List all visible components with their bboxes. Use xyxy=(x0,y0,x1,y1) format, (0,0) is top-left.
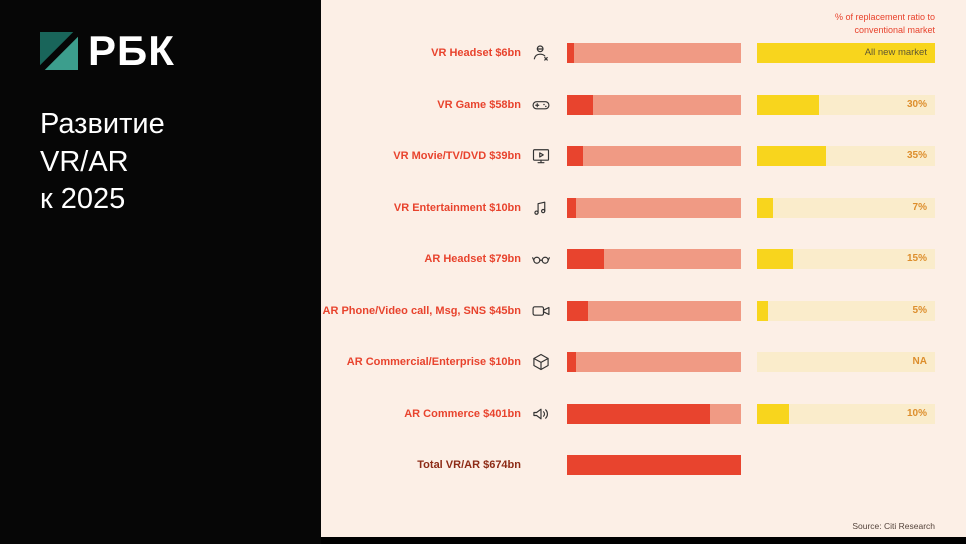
right-bar-label: NA xyxy=(912,356,927,367)
left-bar-fill xyxy=(567,404,710,424)
right-bar-label: All new market xyxy=(864,47,927,58)
right-bar-fill xyxy=(757,43,935,63)
slide-title: Развитие VR/AR к 2025 xyxy=(40,106,165,219)
value-bar xyxy=(567,455,741,475)
right-bar: 10% xyxy=(757,404,935,424)
row-label: VR Headset $6bn xyxy=(431,47,521,59)
right-bar-label: 10% xyxy=(906,408,927,419)
left-panel: РБК Развитие VR/AR к 2025 xyxy=(0,0,321,544)
right-bar-fill xyxy=(757,301,768,321)
row-label: AR Phone/Video call, Msg, SNS $45bn xyxy=(322,305,521,317)
right-bar-fill xyxy=(757,198,774,218)
row-label: VR Movie/TV/DVD $39bn xyxy=(393,150,521,162)
value-bar xyxy=(567,404,741,424)
value-bar xyxy=(567,198,741,218)
right-bar-fill xyxy=(757,404,790,424)
right-bar-fill xyxy=(757,146,827,166)
left-bar-fill xyxy=(567,455,741,475)
chart-row: VR Movie/TV/DVD $39bn 35% xyxy=(321,146,966,166)
right-bar: All new market xyxy=(757,43,935,63)
right-bar: 30% xyxy=(757,95,935,115)
chart-row: VR Game $58bn 30% xyxy=(321,95,966,115)
row-label: AR Headset $79bn xyxy=(424,253,521,265)
left-bar-fill xyxy=(567,95,594,115)
chart-row: AR Phone/Video call, Msg, SNS $45bn 5% xyxy=(321,301,966,321)
slide-title-line1: Развитие xyxy=(40,108,165,140)
chart-row: AR Commerce $401bn 10% xyxy=(321,404,966,424)
rbc-logo-mark xyxy=(40,32,78,70)
chart-row: VR Headset $6bn All new market xyxy=(321,43,966,63)
left-bar-fill xyxy=(567,198,576,218)
right-bar-label: 5% xyxy=(912,305,927,316)
source-note: Source: Citi Research xyxy=(852,521,935,531)
left-bar-fill xyxy=(567,352,576,372)
right-bar-label: 35% xyxy=(906,150,927,161)
value-bar xyxy=(567,249,741,269)
right-bar-fill xyxy=(757,95,820,115)
row-label: VR Entertainment $10bn xyxy=(393,202,521,214)
right-bar-label: 15% xyxy=(906,253,927,264)
right-bar: 5% xyxy=(757,301,935,321)
chart-row: VR Entertainment $10bn 7% xyxy=(321,198,966,218)
gamepad-icon xyxy=(527,95,555,115)
right-bar: 15% xyxy=(757,249,935,269)
megaphone-icon xyxy=(527,404,555,424)
left-bar-fill xyxy=(567,146,583,166)
left-bar-fill xyxy=(567,43,574,63)
chart-row: AR Headset $79bn 15% xyxy=(321,249,966,269)
row-label: Total VR/AR $674bn xyxy=(417,459,521,471)
row-label: VR Game $58bn xyxy=(437,99,521,111)
music-notes-icon xyxy=(527,198,555,218)
right-bar: NA xyxy=(757,352,935,372)
rbc-logo-text: РБК xyxy=(88,27,175,74)
rbc-logo: РБК xyxy=(40,27,175,74)
glasses-icon xyxy=(527,249,555,269)
note-line1: % of replacement ratio to xyxy=(834,12,935,22)
chart-row-total: Total VR/AR $674bn xyxy=(321,455,966,475)
row-label: AR Commerce $401bn xyxy=(404,408,521,420)
value-bar xyxy=(567,146,741,166)
right-bar-label: 30% xyxy=(906,99,927,110)
monitor-play-icon xyxy=(527,146,555,166)
value-bar xyxy=(567,352,741,372)
left-bar-fill xyxy=(567,249,604,269)
right-bar: 7% xyxy=(757,198,935,218)
row-label: AR Commercial/Enterprise $10bn xyxy=(346,356,521,368)
slide-title-line2: VR/AR xyxy=(40,145,129,178)
right-bar-label: 7% xyxy=(912,202,927,213)
value-bar xyxy=(567,95,741,115)
person-vr-icon xyxy=(527,43,555,63)
package-icon xyxy=(527,352,555,372)
replacement-ratio-note: % of replacement ratio to conventional m… xyxy=(835,11,935,36)
value-bar xyxy=(567,301,741,321)
slide-title-line3: к 2025 xyxy=(40,183,126,216)
chart-row: AR Commercial/Enterprise $10bn NA xyxy=(321,352,966,372)
chart-panel: % of replacement ratio to conventional m… xyxy=(321,0,966,537)
right-bar: 35% xyxy=(757,146,935,166)
value-bar xyxy=(567,43,741,63)
right-bar-fill xyxy=(757,249,793,269)
left-bar-fill xyxy=(567,301,588,321)
video-call-icon xyxy=(527,301,555,321)
note-line2: conventional market xyxy=(854,24,935,35)
